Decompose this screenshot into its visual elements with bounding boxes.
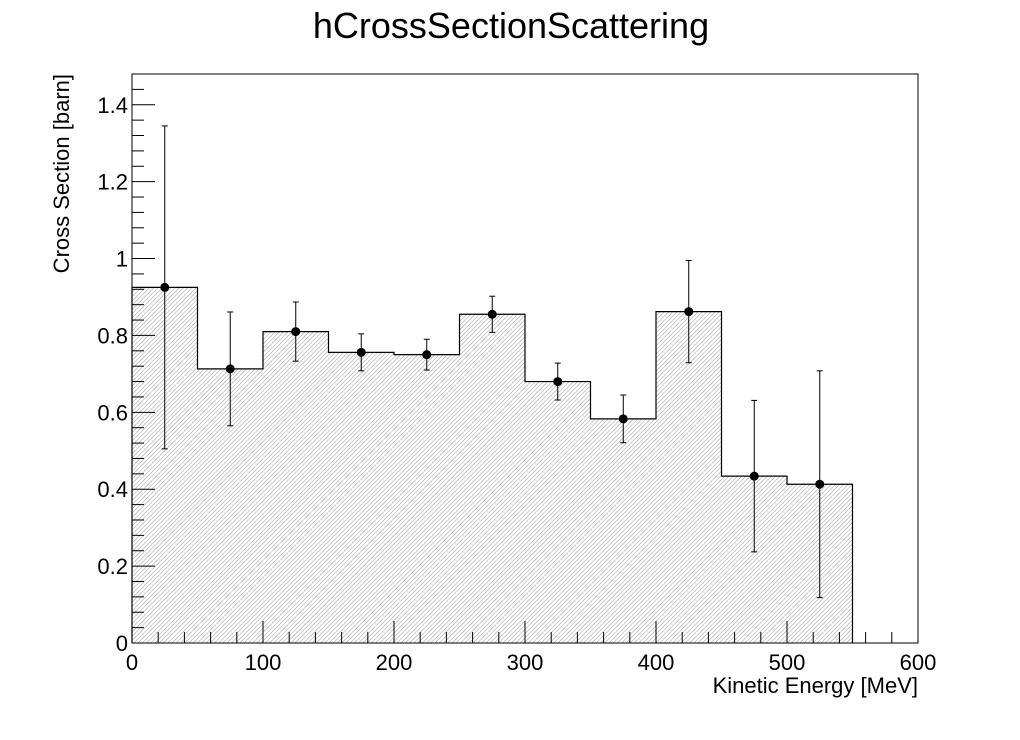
histogram-bin-fill — [263, 331, 329, 643]
data-point — [618, 414, 628, 424]
histogram-bin-fill — [656, 311, 722, 643]
x-axis-title: Kinetic Energy [MeV] — [713, 673, 918, 698]
x-tick-label: 0 — [126, 650, 138, 675]
data-point — [749, 471, 759, 481]
data-point — [225, 364, 235, 374]
data-point — [356, 347, 366, 357]
data-point — [160, 282, 170, 292]
data-point — [684, 307, 694, 317]
plot-area: 0 100 200 300 400 500 600 0 0.2 0.4 0.6 0.8 1 1.2 1.4 — [97, 73, 937, 675]
y-tick-label: 1.2 — [97, 170, 128, 195]
data-point — [422, 350, 432, 360]
x-tick-label: 600 — [900, 650, 937, 675]
data-point — [553, 377, 563, 387]
y-tick-label: 1 — [116, 247, 128, 272]
y-axis-title: Cross Section [barn] — [49, 74, 74, 273]
y-tick-label: 1.4 — [97, 93, 128, 118]
y-tick-label: 0.8 — [97, 323, 128, 348]
x-tick-label: 500 — [769, 650, 806, 675]
x-tick-label: 200 — [376, 650, 413, 675]
x-tick-label: 400 — [638, 650, 675, 675]
x-tick-label: 100 — [245, 650, 282, 675]
histogram-bin-fill — [394, 354, 460, 643]
y-tick-label: 0.2 — [97, 554, 128, 579]
data-point — [815, 479, 825, 489]
histogram-bin-fill — [525, 381, 591, 643]
histogram-bin-fill — [590, 418, 656, 643]
histogram-bin-fill — [328, 352, 394, 643]
x-tick-label: 300 — [507, 650, 544, 675]
y-tick-label: 0.4 — [97, 477, 128, 502]
data-point — [291, 327, 301, 337]
y-tick-label: 0 — [116, 631, 128, 656]
chart-title: hCrossSectionScattering — [313, 5, 709, 46]
histogram-bin-fill — [459, 314, 525, 643]
y-tick-label: 0.6 — [97, 400, 128, 425]
data-point — [487, 309, 497, 319]
